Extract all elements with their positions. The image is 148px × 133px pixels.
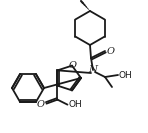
Text: OH: OH bbox=[69, 100, 82, 109]
Text: O: O bbox=[107, 47, 115, 55]
Text: OH: OH bbox=[119, 70, 133, 80]
Text: O: O bbox=[37, 100, 45, 109]
Text: N: N bbox=[89, 65, 98, 74]
Text: O: O bbox=[69, 61, 77, 70]
